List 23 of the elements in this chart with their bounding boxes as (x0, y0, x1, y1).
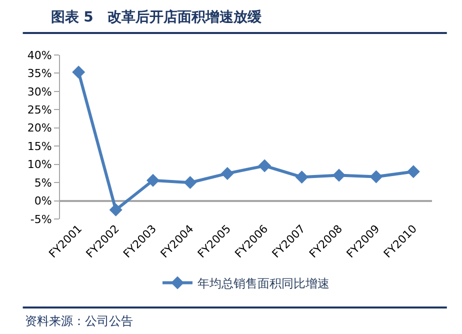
y-tick-label: 20% (27, 122, 52, 135)
y-tick-label: 5% (34, 176, 52, 190)
point (406, 165, 420, 178)
y-tick-label: 15% (27, 140, 52, 153)
point (220, 166, 234, 180)
chart-title: 图表 5 改革后开店面积增速放缓 (50, 8, 262, 26)
point (109, 203, 122, 216)
text: 资料来源：公司公告 (25, 314, 133, 328)
point (146, 174, 160, 187)
y-tick-label: 35% (27, 67, 52, 80)
y-tick-label: 40% (27, 48, 52, 62)
point (258, 159, 272, 172)
y-tick-label: 0% (34, 194, 52, 208)
point (72, 66, 86, 79)
point (184, 176, 197, 190)
point (295, 170, 308, 184)
y-tick-label: 30% (27, 85, 52, 98)
y-tick-label: -5% (30, 212, 52, 226)
y-tick-label: 10% (27, 158, 52, 172)
y-tick-label: 25% (27, 104, 52, 117)
point (332, 168, 346, 182)
point (370, 170, 383, 184)
legend-label: 年均总销售面积同比增速 (198, 276, 330, 290)
